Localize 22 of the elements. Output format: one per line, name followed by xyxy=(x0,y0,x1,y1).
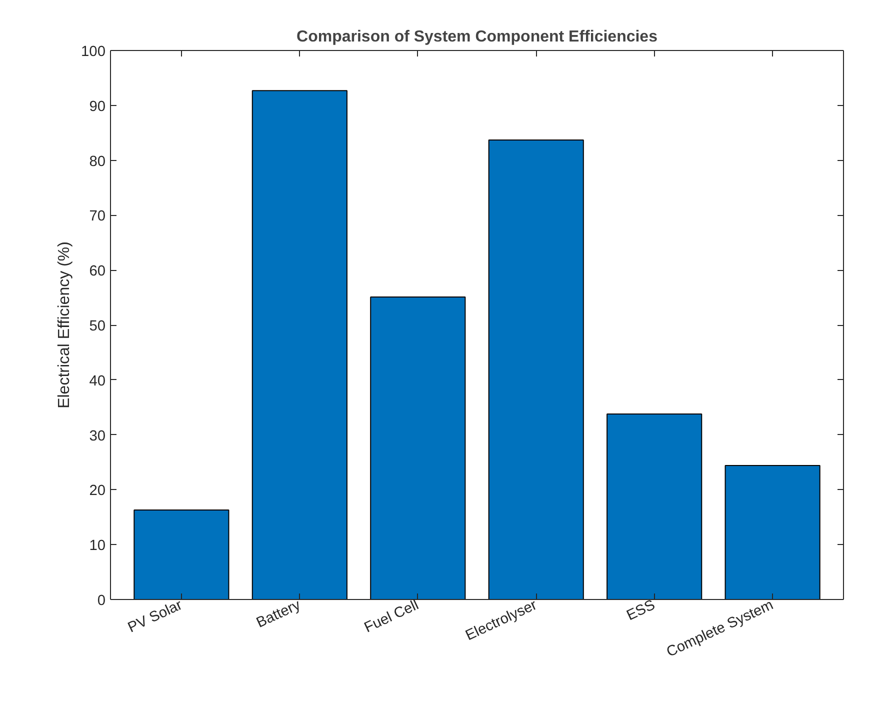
y-tick-label: 60 xyxy=(89,264,106,280)
y-tick-label: 20 xyxy=(89,483,106,500)
y-tick-label: 30 xyxy=(89,428,106,444)
bar xyxy=(606,413,702,600)
y-tick-label: 10 xyxy=(89,538,106,554)
x-tick-label: Fuel Cell xyxy=(362,597,422,636)
x-tick-label: PV Solar xyxy=(126,597,185,636)
y-tick-label: 40 xyxy=(89,373,106,390)
y-tick-label: 0 xyxy=(97,593,106,609)
bar xyxy=(252,90,348,600)
x-tick-label: ESS xyxy=(624,597,658,624)
y-tick-label: 90 xyxy=(89,98,106,115)
y-tick-label: 50 xyxy=(89,318,106,334)
y-axis-title: Electrical Efficiency (%) xyxy=(56,242,74,408)
chart-title: Comparison of System Component Efficiencies xyxy=(296,28,658,46)
bar xyxy=(724,465,820,600)
bar xyxy=(488,139,584,600)
y-tick-label: 100 xyxy=(81,44,106,60)
bar xyxy=(134,510,230,600)
y-tick-label: 80 xyxy=(89,154,106,170)
bar xyxy=(370,296,466,600)
y-tick-label: 70 xyxy=(89,208,106,225)
